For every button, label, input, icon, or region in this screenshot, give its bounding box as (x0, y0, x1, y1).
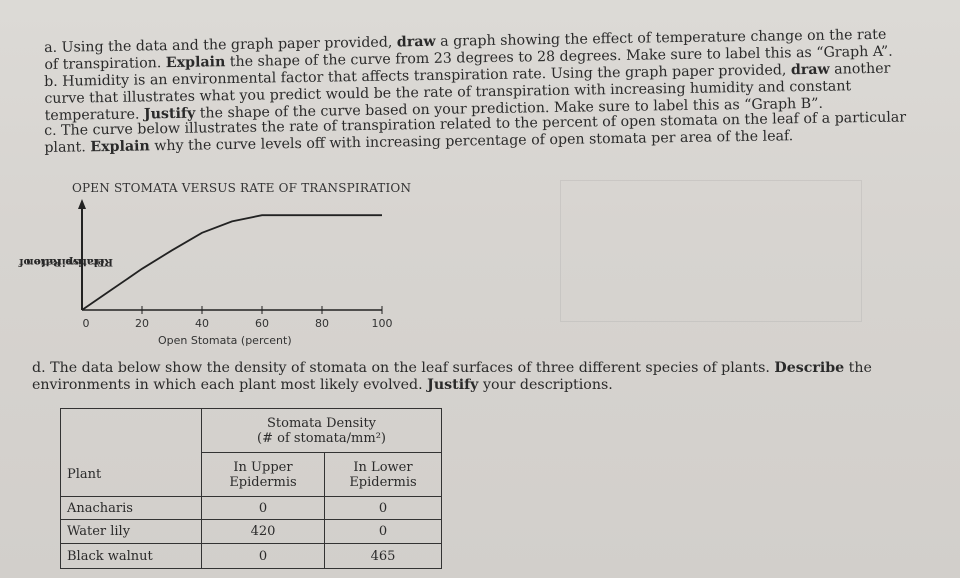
stomata-transpiration-chart: 0 20 40 60 80 100 (78, 199, 393, 330)
chart-x-tick-label: 60 (255, 317, 269, 330)
table-cell-lower: 465 (324, 543, 442, 569)
chart-x-tick-label: 0 (83, 317, 90, 330)
table-corner-cell (60, 408, 202, 453)
table-cell-upper: 0 (201, 543, 325, 569)
table-plant-header: Plant (60, 452, 202, 497)
chart-x-tick-label: 40 (195, 317, 209, 330)
chart-y-axis-arrow (78, 199, 86, 209)
stomata-density-table: Stomata Density (# of stomata/mm²) Plant… (60, 408, 442, 569)
table-row: Water lily 420 0 (60, 519, 442, 544)
table-cell-plant: Black walnut (60, 543, 202, 569)
table-upper-header: In Upper Epidermis (201, 452, 325, 497)
table-cell-upper: 0 (201, 496, 325, 520)
graph-paper-shadow (560, 180, 862, 322)
table-lower-header: In Lower Epidermis (324, 452, 442, 497)
table-row: Black walnut 0 465 (60, 543, 442, 569)
table-cell-plant: Water lily (60, 519, 202, 544)
chart-x-tick-label: 20 (135, 317, 149, 330)
table-cell-lower: 0 (324, 519, 442, 544)
chart-x-tick-label: 80 (315, 317, 329, 330)
table-group-header: Stomata Density (# of stomata/mm²) (201, 408, 442, 453)
table-cell-plant: Anacharis (60, 496, 202, 520)
chart-title: OPEN STOMATA VERSUS RATE OF TRANSPIRATIO… (72, 181, 412, 195)
chart-series-line (81, 214, 382, 311)
chart-x-axis-label: Open Stomata (percent) (158, 334, 292, 347)
chart-x-tick-label: 100 (372, 317, 393, 330)
table-cell-upper: 420 (201, 519, 325, 544)
table-cell-lower: 0 (324, 496, 442, 520)
question-d: d. The data below show the density of st… (32, 360, 872, 393)
table-row: Anacharis 0 0 (60, 496, 442, 520)
